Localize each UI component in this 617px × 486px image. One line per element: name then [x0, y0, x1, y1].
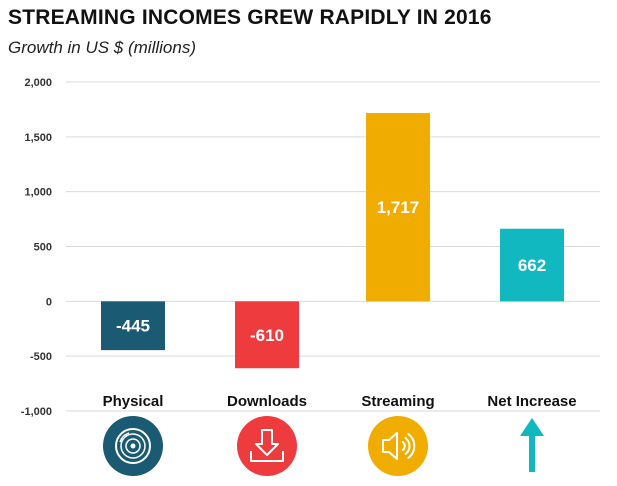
bar-data-label: -445: [116, 317, 150, 336]
y-tick-label: -500: [30, 351, 52, 363]
category-label: Net Increase: [487, 393, 576, 410]
bar-net-increase: [500, 228, 564, 302]
bar-downloads: [235, 301, 299, 369]
y-tick-label: 2,000: [24, 77, 52, 89]
download-arrow-icon: [237, 416, 297, 476]
category-label: Physical: [103, 393, 164, 410]
bar-data-label: 662: [518, 256, 546, 275]
y-tick-label: 0: [46, 296, 52, 308]
y-tick-label: 1,000: [24, 187, 52, 199]
y-tick-label: 500: [34, 242, 52, 254]
up-arrow-icon: [520, 418, 544, 472]
bar-data-label: 1,717: [377, 198, 420, 217]
bar-data-label: -610: [250, 326, 284, 345]
bar-streaming: [366, 113, 430, 302]
bar-physical: [101, 301, 165, 351]
category-label: Downloads: [227, 393, 307, 410]
speaker-icon: [368, 416, 428, 476]
category-label: Streaming: [361, 393, 434, 410]
y-tick-label: -1,000: [21, 406, 52, 418]
chart-title: STREAMING INCOMES GREW RAPIDLY IN 2016: [8, 6, 492, 29]
y-tick-label: 1,500: [24, 132, 52, 144]
vinyl-record-icon: [103, 416, 163, 476]
chart-subtitle: Growth in US $ (millions): [8, 38, 196, 57]
